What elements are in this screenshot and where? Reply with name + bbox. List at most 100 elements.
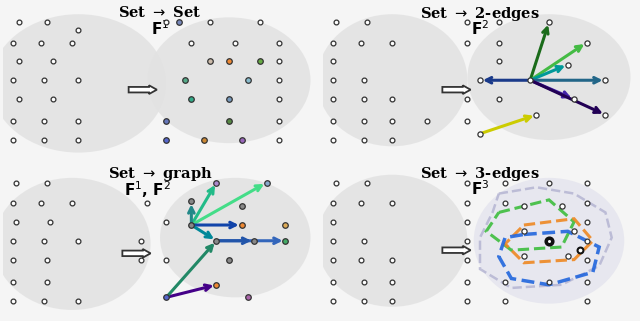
- Text: $\mathbf{F}^1$, $\mathbf{F}^2$: $\mathbf{F}^1$, $\mathbf{F}^2$: [124, 179, 171, 200]
- Point: [582, 298, 592, 303]
- Point: [462, 238, 472, 243]
- Point: [14, 20, 24, 25]
- Point: [236, 204, 246, 209]
- Point: [544, 20, 554, 25]
- Point: [328, 97, 338, 102]
- Point: [328, 238, 338, 243]
- Point: [211, 282, 221, 287]
- Point: [8, 40, 18, 45]
- Point: [236, 137, 246, 143]
- Point: [224, 257, 234, 262]
- Point: [274, 59, 284, 64]
- Point: [328, 78, 338, 83]
- Point: [462, 257, 472, 262]
- Point: [8, 137, 18, 143]
- Point: [356, 200, 366, 205]
- Point: [519, 229, 529, 234]
- Point: [582, 180, 592, 185]
- Point: [387, 137, 397, 143]
- Point: [359, 137, 369, 143]
- Point: [462, 40, 472, 45]
- Point: [462, 97, 472, 102]
- Point: [243, 78, 253, 83]
- Point: [205, 59, 215, 64]
- Point: [462, 219, 472, 224]
- Point: [224, 97, 234, 102]
- Point: [74, 137, 84, 143]
- Point: [462, 180, 472, 185]
- Point: [575, 247, 586, 253]
- Point: [161, 137, 172, 143]
- Point: [48, 97, 58, 102]
- Point: [582, 200, 592, 205]
- Point: [136, 257, 147, 262]
- Point: [186, 40, 196, 45]
- Point: [136, 238, 147, 243]
- Point: [462, 118, 472, 124]
- Point: [36, 200, 46, 205]
- Point: [569, 229, 579, 234]
- Point: [67, 200, 77, 205]
- Point: [255, 59, 266, 64]
- Point: [39, 298, 49, 303]
- Point: [224, 118, 234, 124]
- Point: [74, 27, 84, 32]
- Point: [42, 180, 52, 185]
- Point: [500, 279, 510, 284]
- Point: [42, 20, 52, 25]
- Point: [387, 40, 397, 45]
- Point: [39, 137, 49, 143]
- Point: [359, 298, 369, 303]
- Point: [8, 257, 18, 262]
- Point: [180, 78, 190, 83]
- Point: [161, 295, 172, 300]
- Point: [243, 295, 253, 300]
- Point: [493, 97, 504, 102]
- Point: [475, 131, 485, 136]
- Text: Set $\rightarrow$ graph: Set $\rightarrow$ graph: [108, 165, 212, 183]
- Point: [173, 20, 184, 25]
- Point: [387, 97, 397, 102]
- Point: [563, 254, 573, 259]
- Point: [45, 219, 56, 224]
- Text: $\mathbf{F}^3$: $\mathbf{F}^3$: [471, 179, 489, 198]
- Ellipse shape: [467, 14, 630, 140]
- Point: [161, 257, 172, 262]
- Point: [14, 59, 24, 64]
- Point: [328, 200, 338, 205]
- Point: [462, 279, 472, 284]
- Point: [274, 78, 284, 83]
- Point: [582, 219, 592, 224]
- Point: [387, 257, 397, 262]
- Point: [500, 180, 510, 185]
- Point: [362, 180, 372, 185]
- Ellipse shape: [0, 178, 150, 310]
- Point: [359, 279, 369, 284]
- Ellipse shape: [0, 14, 166, 152]
- Point: [8, 279, 18, 284]
- Point: [500, 200, 510, 205]
- Point: [531, 112, 541, 117]
- Point: [39, 238, 49, 243]
- Point: [500, 298, 510, 303]
- Point: [67, 40, 77, 45]
- Point: [600, 78, 611, 83]
- Point: [563, 62, 573, 67]
- Point: [274, 137, 284, 143]
- Text: Set $\rightarrow$ 3-edges: Set $\rightarrow$ 3-edges: [420, 165, 540, 183]
- Point: [582, 279, 592, 284]
- Point: [359, 238, 369, 243]
- Point: [328, 40, 338, 45]
- Point: [328, 279, 338, 284]
- Point: [8, 238, 18, 243]
- Point: [14, 97, 24, 102]
- Point: [36, 40, 46, 45]
- Point: [255, 20, 266, 25]
- Point: [600, 112, 611, 117]
- Point: [42, 279, 52, 284]
- FancyArrow shape: [122, 249, 150, 258]
- Point: [328, 118, 338, 124]
- Text: $\mathbf{F}^2$: $\mathbf{F}^2$: [471, 19, 489, 38]
- Point: [11, 180, 21, 185]
- Point: [161, 20, 172, 25]
